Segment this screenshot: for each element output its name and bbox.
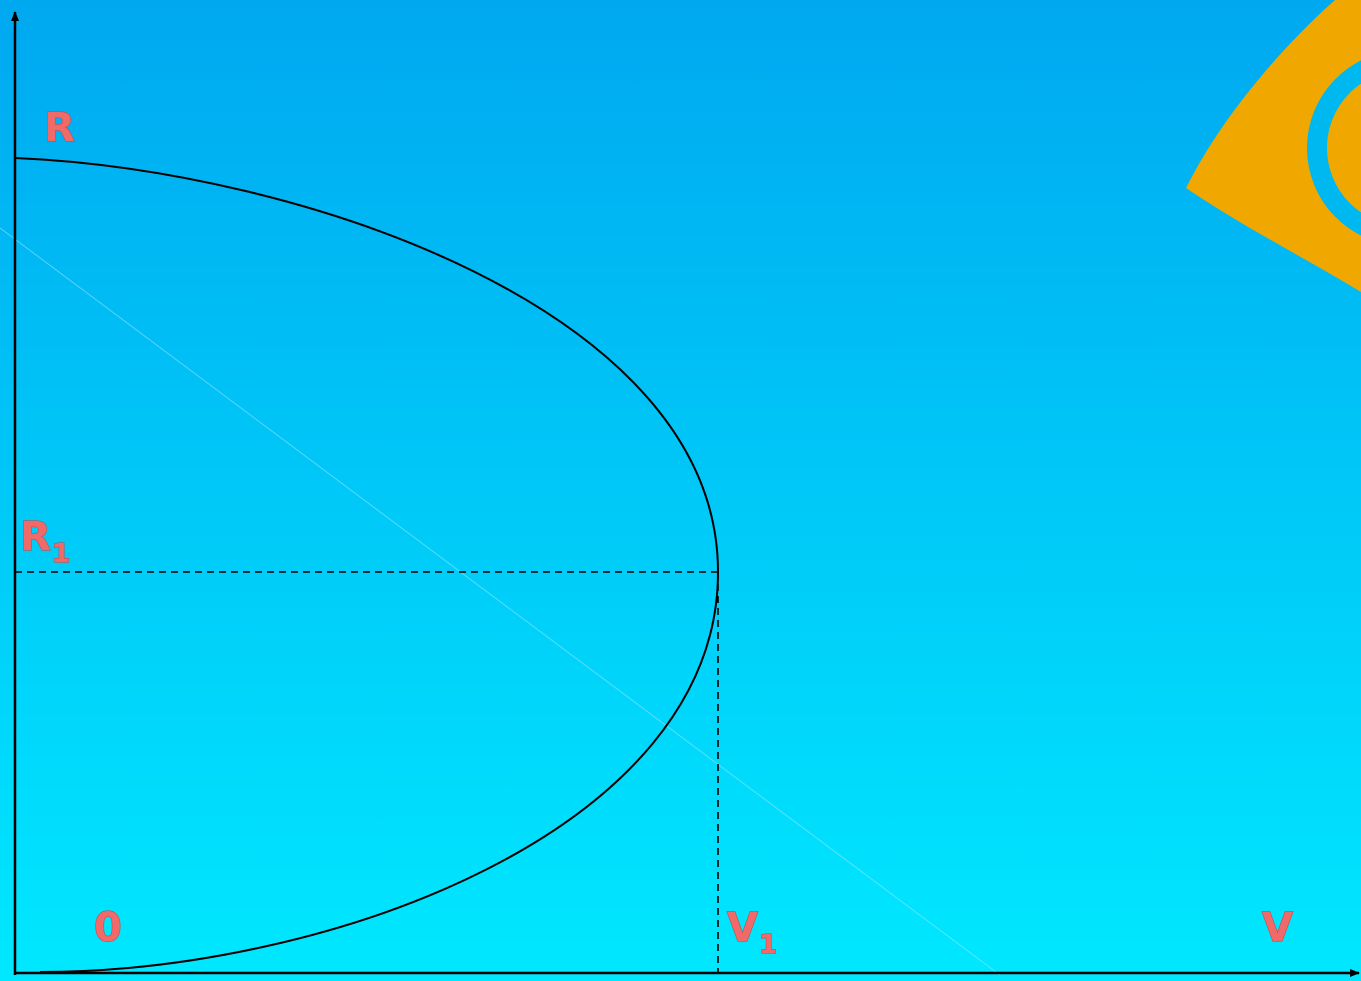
r1-label-main: R (20, 514, 51, 560)
decorative-diagonal (0, 227, 1001, 976)
corner-ring (1307, 60, 1361, 236)
y-axis-label: R (44, 105, 75, 151)
x-axis-label: V (1262, 905, 1293, 951)
v1-label: V1 (727, 905, 777, 960)
corner-orange-shape (1186, 0, 1361, 292)
r1-label-subscript: 1 (52, 539, 70, 569)
v1-label-subscript: 1 (759, 930, 777, 960)
v1-label-main: V (727, 905, 758, 951)
corner-decoration (1186, 0, 1361, 292)
origin-label: 0 (94, 905, 122, 951)
r1-label: R1 (20, 514, 70, 569)
